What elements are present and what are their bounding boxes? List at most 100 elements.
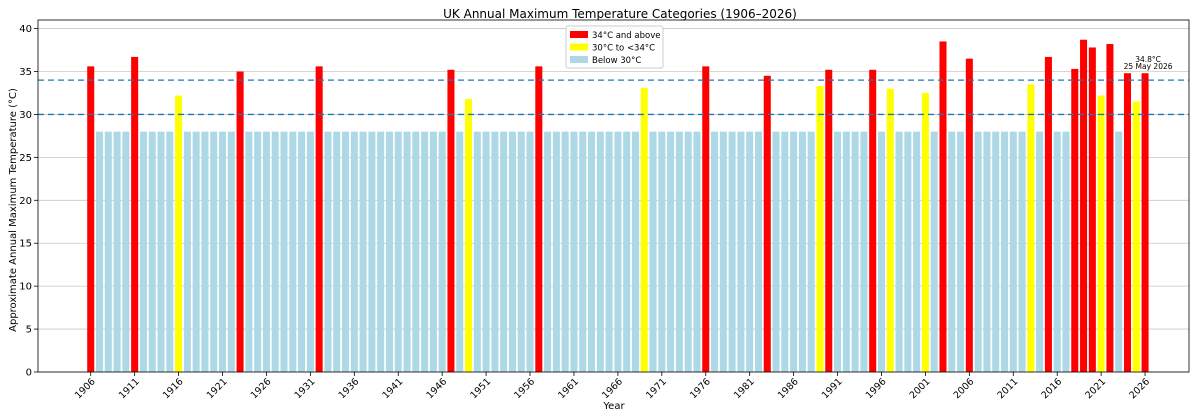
bar-1916-yellow [175, 95, 183, 373]
bar-1918-below-30 [192, 131, 200, 372]
bar-1978-below-30 [719, 131, 727, 372]
bar-1923-red [236, 71, 244, 372]
bar-1963-below-30 [588, 131, 596, 372]
bar-1991-below-30 [834, 131, 842, 372]
legend-swatch [570, 31, 588, 38]
bar-1952-below-30 [491, 131, 499, 372]
bar-1968-below-30 [631, 131, 639, 372]
bar-1930-below-30 [298, 131, 306, 372]
bar-1941-below-30 [394, 131, 402, 372]
bar-2012-below-30 [1018, 131, 1026, 372]
bar-1990-red [825, 69, 833, 373]
bar-2004-below-30 [948, 131, 956, 372]
bar-1936-below-30 [350, 131, 358, 372]
bar-2017-below-30 [1062, 131, 1070, 372]
legend-swatch [570, 43, 588, 51]
bar-1982-below-30 [754, 131, 762, 372]
bar-2025-yellow [1132, 101, 1140, 372]
bar-1940-below-30 [385, 131, 393, 372]
bar-1942-below-30 [403, 131, 411, 372]
bar-1939-below-30 [377, 131, 385, 372]
bar-1995-red [869, 69, 877, 373]
bar-1928-below-30 [280, 131, 288, 372]
bar-1910-below-30 [122, 131, 130, 372]
bar-1971-below-30 [658, 131, 666, 372]
bar-1944-below-30 [421, 131, 429, 372]
bar-1927-below-30 [271, 131, 279, 372]
bar-1960-below-30 [561, 131, 569, 372]
bar-1994-below-30 [860, 131, 868, 372]
y-tick-label: 40 [19, 24, 32, 35]
chart-title: UK Annual Maximum Temperature Categories… [443, 7, 797, 21]
bar-1921-below-30 [218, 131, 227, 372]
bar-1915-below-30 [166, 131, 174, 372]
y-axis-label: Approximate Annual Maximum Temperature (… [8, 88, 19, 332]
bar-1980-below-30 [737, 131, 745, 372]
bar-2021-yellow [1097, 95, 1105, 373]
bar-1979-below-30 [728, 131, 736, 372]
legend: 34°C and above 30°C to <34°C Below 30°C [565, 25, 664, 69]
bar-2001-yellow [921, 92, 929, 372]
bar-1946-below-30 [438, 131, 446, 372]
bar-1954-below-30 [508, 131, 516, 372]
bar-2003-red [939, 41, 947, 373]
bar-1935-below-30 [342, 131, 350, 372]
bar-1932-red [315, 66, 323, 373]
bar-2009-below-30 [992, 131, 1000, 372]
bar-1961-below-30 [570, 131, 578, 372]
bar-1922-below-30 [227, 131, 235, 372]
bar-1998-below-30 [895, 131, 903, 372]
bar-1976-red [702, 66, 710, 373]
annotation-date: 25 May 2026 [1124, 62, 1173, 71]
bar-1972-below-30 [667, 131, 675, 372]
bar-1966-below-30 [614, 131, 622, 372]
bar-2007-below-30 [974, 131, 982, 372]
bar-2022-red [1106, 44, 1114, 372]
legend-label: 34°C and above [592, 31, 660, 41]
bar-1937-below-30 [359, 131, 367, 372]
bar-1947-red [447, 69, 455, 373]
bar-1931-below-30 [306, 131, 314, 372]
bar-1908-below-30 [104, 131, 112, 372]
bar-1997-yellow [886, 88, 894, 373]
bar-1988-below-30 [807, 131, 815, 372]
bar-1973-below-30 [675, 131, 683, 372]
bar-2024-red [1123, 73, 1132, 372]
legend-label: Below 30°C [592, 56, 641, 66]
bar-1981-below-30 [746, 131, 754, 372]
bar-1949-yellow [465, 98, 473, 373]
x-axis-label: Year [602, 401, 625, 412]
bar-2002-below-30 [930, 131, 938, 372]
y-tick-label: 35 [19, 67, 32, 78]
bar-1958-below-30 [544, 131, 552, 372]
bar-1967-below-30 [623, 131, 631, 372]
bar-1951-below-30 [482, 131, 490, 372]
bar-2000-below-30 [913, 131, 921, 372]
plot-frame [37, 19, 1190, 373]
bar-1924-below-30 [245, 131, 253, 372]
bar-1959-below-30 [552, 131, 560, 372]
y-tick-label: 15 [19, 239, 32, 250]
bar-1964-below-30 [596, 131, 604, 372]
bar-1933-below-30 [324, 131, 332, 372]
bar-2006-red [965, 58, 973, 372]
bar-1965-below-30 [605, 131, 613, 372]
y-tick-label: 25 [19, 153, 32, 164]
bar-1975-below-30 [693, 131, 701, 372]
y-tick-label: 30 [19, 110, 32, 121]
bar-2020-red [1088, 47, 1096, 372]
bar-1926-below-30 [262, 131, 270, 372]
bar-1987-below-30 [798, 131, 806, 372]
bar-1925-below-30 [254, 131, 262, 372]
bar-1969-yellow [640, 87, 648, 372]
bar-1950-below-30 [473, 131, 481, 372]
bar-1985-below-30 [781, 131, 789, 372]
bar-1974-below-30 [684, 131, 692, 372]
bar-1989-yellow [816, 86, 824, 373]
bar-2010-below-30 [1000, 131, 1009, 372]
bar-2016-below-30 [1053, 131, 1061, 372]
bar-1917-below-30 [183, 131, 191, 372]
bar-1983-red [763, 75, 771, 373]
bar-2026-red [1141, 73, 1149, 372]
